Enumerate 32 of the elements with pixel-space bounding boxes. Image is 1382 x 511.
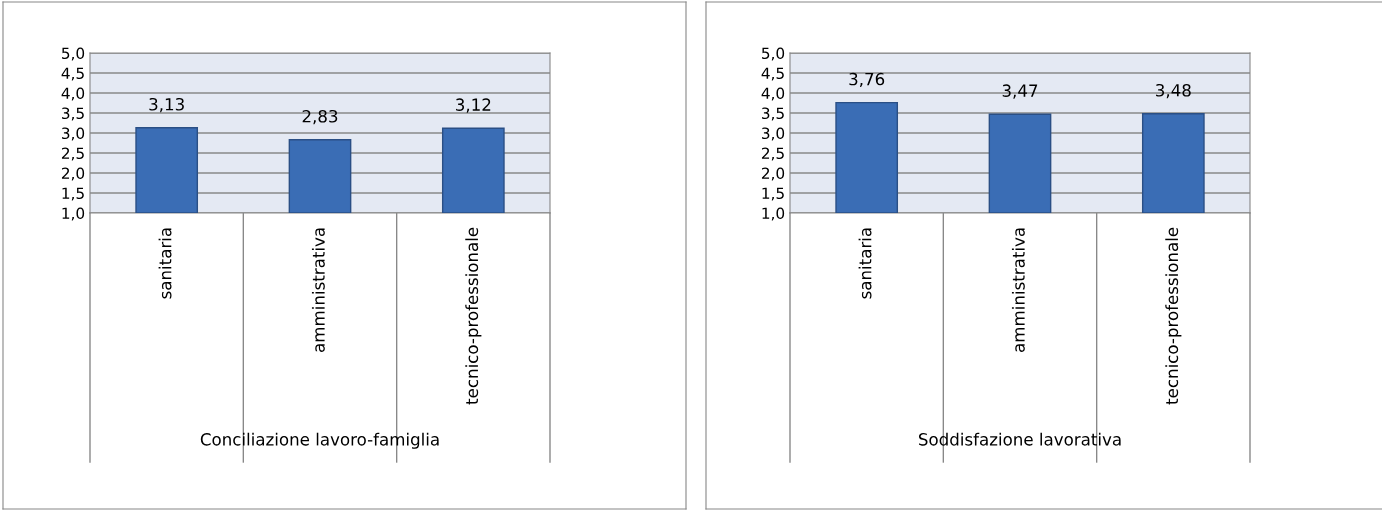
y-tick-label: 1,0 [762,207,785,221]
x-tick-label: tecnico-professionale [1165,227,1182,405]
y-tick-label: 1,0 [62,207,85,221]
x-tick-label: tecnico-professionale [465,227,482,405]
x-axis-title: Conciliazione lavoro-famiglia [200,432,439,449]
y-tick-label: 4,0 [61,87,85,101]
x-tick-label: sanitaria [158,228,172,299]
x-tick-label: sanitaria [858,228,872,299]
y-tick-label: 4,5 [761,67,784,81]
y-tick-label: 3,5 [762,107,784,121]
y-tick-label: 5,0 [62,47,85,61]
x-tick-label: amministrativa [1011,228,1025,352]
y-tick-label: 3,0 [62,127,85,141]
y-tick-label: 1,5 [762,187,784,201]
y-tick-label: 1,5 [62,187,84,201]
data-label: 3,12 [456,98,491,113]
data-label: 2,83 [302,109,338,125]
y-tick-label: 3,0 [762,127,785,141]
y-tick-label: 3,5 [62,107,84,121]
y-tick-label: 2,5 [61,147,84,161]
y-tick-label: 2,0 [61,167,85,181]
y-tick-label: 5,0 [762,47,785,61]
y-tick-label: 2,5 [761,147,784,161]
data-label: 3,13 [149,97,184,113]
y-tick-label: 4,0 [761,87,785,101]
data-label: 3,76 [849,72,885,88]
x-tick-label: amministrativa [311,228,325,352]
data-label: 3,47 [1002,84,1038,99]
x-axis-title: Soddisfazione lavorativa [918,432,1121,446]
data-label: 3,48 [1156,83,1191,99]
y-tick-label: 2,0 [761,167,785,181]
y-tick-label: 4,5 [61,67,84,81]
